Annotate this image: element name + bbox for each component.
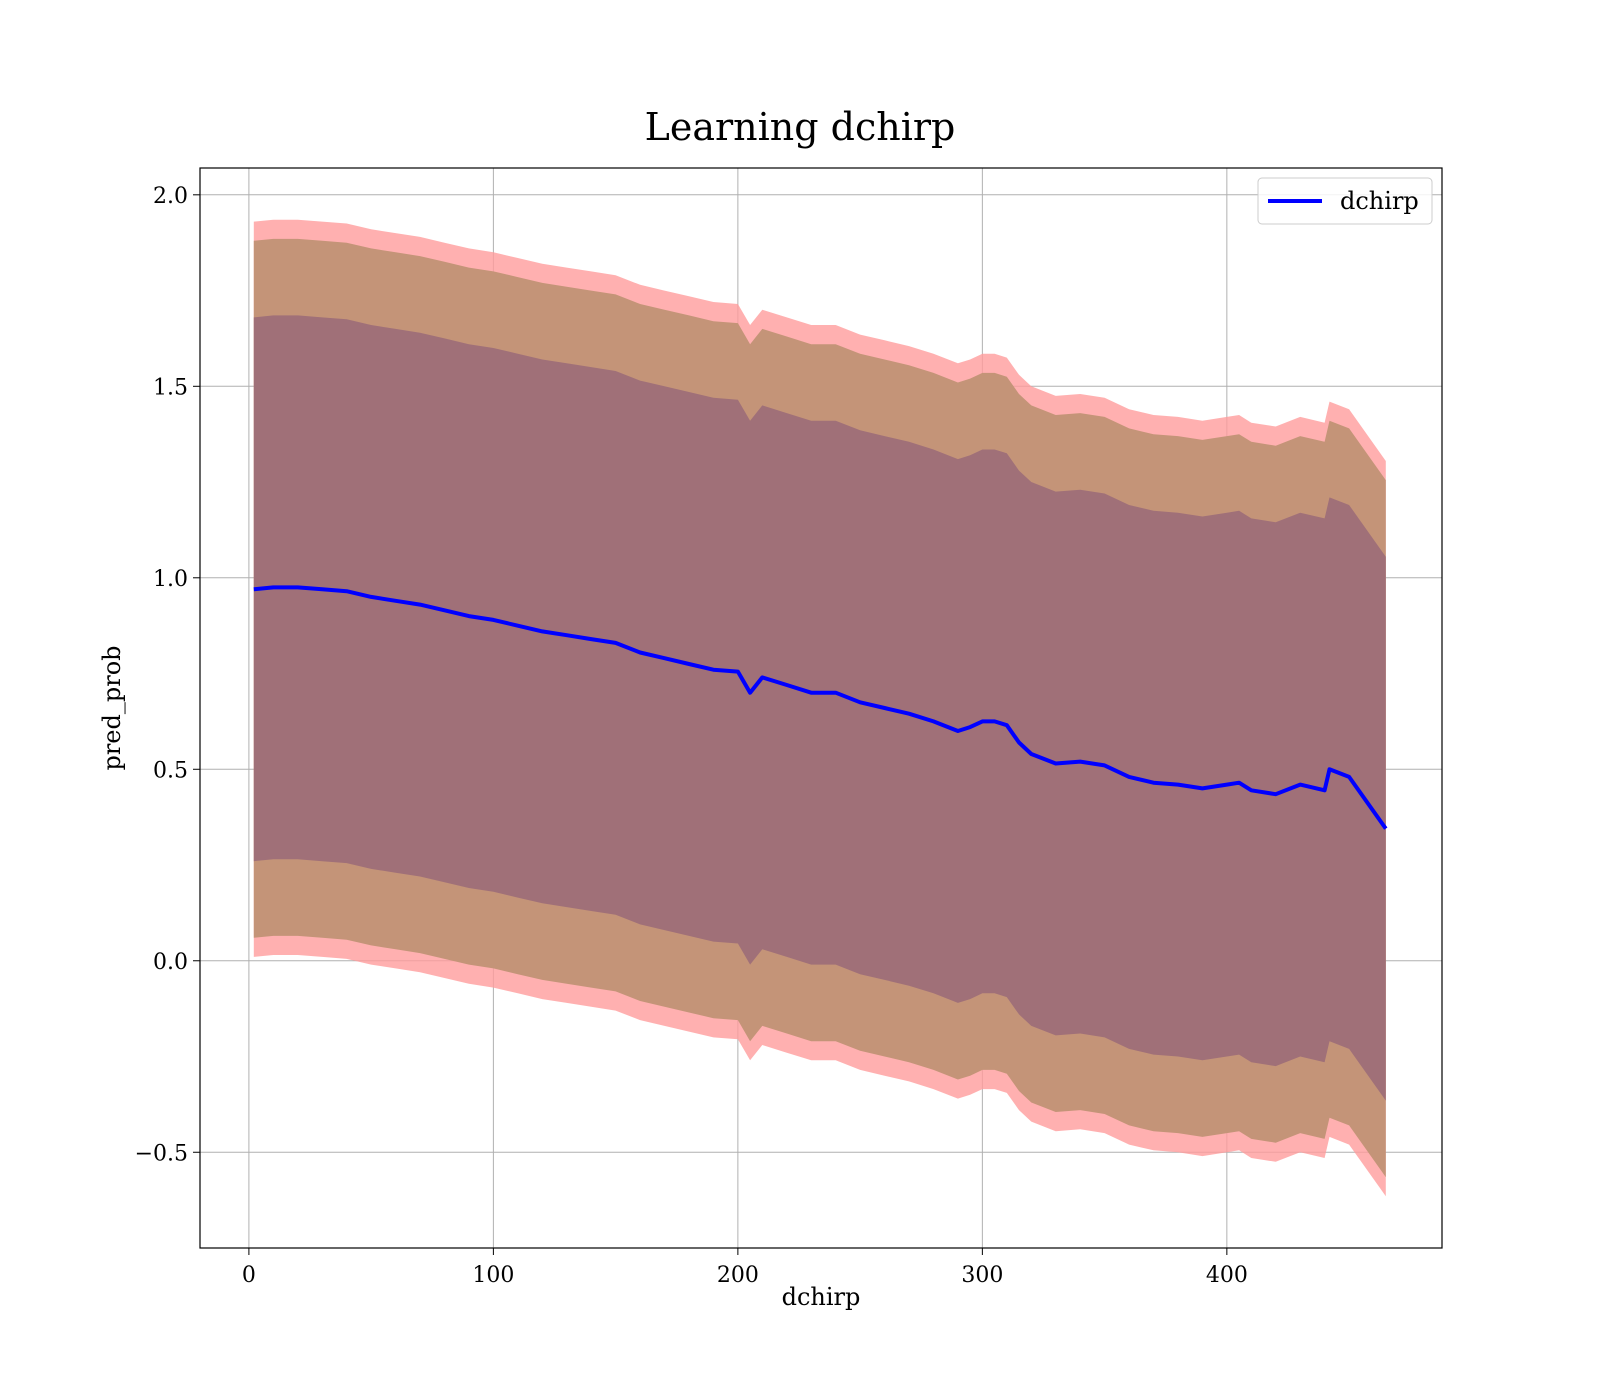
legend-box <box>1257 177 1433 225</box>
chart-title: Learning dchirp <box>645 105 956 149</box>
y-tick-label: 2.0 <box>153 184 188 209</box>
x-tick-label: 200 <box>717 1263 759 1288</box>
y-tick-label: −0.5 <box>135 1141 188 1166</box>
x-axis-label: dchirp <box>782 1283 861 1311</box>
legend-label-dchirp: dchirp <box>1340 187 1419 215</box>
band-inner <box>253 315 1386 1101</box>
x-tick-label: 300 <box>961 1263 1003 1288</box>
x-tick-label: 100 <box>472 1263 514 1288</box>
y-tick-label: 0.0 <box>153 950 188 975</box>
confidence-bands <box>253 219 1386 1197</box>
series-line-dchirp <box>253 585 1388 830</box>
legend: dchirp <box>1257 177 1433 225</box>
x-tick-label: 400 <box>1206 1263 1248 1288</box>
y-tick-label: 1.0 <box>153 567 188 592</box>
y-tick-label: 0.5 <box>153 758 188 783</box>
y-tick-label: 1.5 <box>153 375 188 400</box>
plot-frame <box>199 167 1443 1249</box>
y-axis: −0.5 0.0 0.5 1.0 1.5 2.0 <box>135 184 200 1166</box>
x-axis: 0 100 200 300 400 <box>242 1248 1248 1288</box>
y-axis-label: pred_prob <box>98 645 126 770</box>
x-tick-label: 0 <box>242 1263 256 1288</box>
